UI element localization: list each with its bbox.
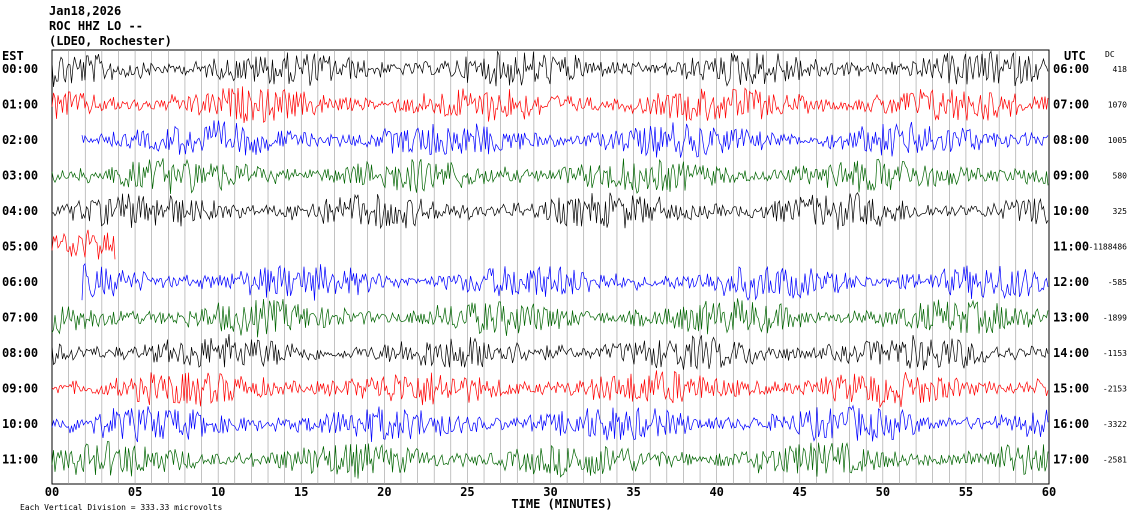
est-time-label: 06:00 [2,275,38,289]
dc-value: -2581 [1103,456,1127,465]
utc-time-label: 12:00 [1053,275,1089,289]
utc-time-label: 11:00 [1053,240,1089,254]
x-tick-label: 35 [626,485,640,499]
dc-value: 580 [1113,172,1128,181]
scale-note: Each Vertical Division = 333.33 microvol… [20,503,222,512]
utc-time-label: 09:00 [1053,169,1089,183]
est-axis-label: EST [2,49,24,63]
dc-label: DC [1105,50,1115,59]
trace-line [51,370,1049,409]
trace-line [51,158,1049,195]
dc-value: -585 [1108,278,1127,287]
dc-value: 325 [1113,207,1128,216]
dc-value: 1070 [1108,101,1127,110]
est-time-label: 00:00 [2,62,38,76]
dc-value: -3322 [1103,420,1127,429]
x-axis-title: TIME (MINUTES) [511,497,612,511]
utc-time-label: 07:00 [1053,98,1089,112]
utc-time-label: 16:00 [1053,417,1089,431]
trace-line [51,86,1049,124]
seismic-traces [51,50,1049,479]
chart-grid [51,49,1050,485]
date-label: Jan18,2026 [49,4,122,18]
trace-line [51,50,1049,88]
utc-time-label: 10:00 [1053,204,1089,218]
trace-line [51,229,116,260]
dc-value: -1153 [1103,349,1127,358]
est-time-label: 02:00 [2,133,38,147]
dc-value: 418 [1113,65,1128,74]
est-time-label: 04:00 [2,204,38,218]
x-tick-label: 60 [1042,485,1056,499]
x-tick-label: 10 [211,485,225,499]
utc-time-label: 14:00 [1053,346,1089,360]
est-time-label: 01:00 [2,98,38,112]
x-tick-label: 40 [709,485,723,499]
axis-labels: EST UTC DC 00:00 06:00 418 01:00 07:00 1070 02:00… [2,49,1127,512]
trace-line [51,298,1049,338]
x-tick-label: 20 [377,485,391,499]
dc-value: -2153 [1103,385,1127,394]
x-tick-label: 50 [876,485,890,499]
dc-value: -1188486 [1088,243,1127,252]
x-tick-label: 15 [294,485,308,499]
station-label: ROC HHZ LO -- [49,19,143,33]
x-tick-label: 25 [460,485,474,499]
dc-value: 1005 [1108,136,1127,145]
trace-line [51,333,1049,371]
utc-time-label: 08:00 [1053,133,1089,147]
location-label: (LDEO, Rochester) [49,34,172,48]
est-time-label: 08:00 [2,346,38,360]
est-time-label: 03:00 [2,169,38,183]
trace-line [52,192,1049,230]
utc-axis-label: UTC [1064,49,1086,63]
est-time-label: 07:00 [2,311,38,325]
est-time-label: 10:00 [2,417,38,431]
x-tick-label: 05 [128,485,142,499]
x-tick-label: 00 [45,485,59,499]
x-tick-label: 55 [959,485,973,499]
utc-time-label: 06:00 [1053,62,1089,76]
utc-time-label: 17:00 [1053,453,1089,467]
est-time-label: 09:00 [2,382,38,396]
trace-line [81,120,1049,158]
x-tick-label: 30 [543,485,557,499]
dc-value: -1899 [1103,314,1127,323]
est-time-label: 05:00 [2,240,38,254]
trace-line [51,440,1049,479]
x-tick-label: 45 [793,485,807,499]
trace-line [51,404,1049,443]
est-time-label: 11:00 [2,453,38,467]
trace-line [81,262,1049,301]
utc-time-label: 13:00 [1053,311,1089,325]
utc-time-label: 15:00 [1053,382,1089,396]
